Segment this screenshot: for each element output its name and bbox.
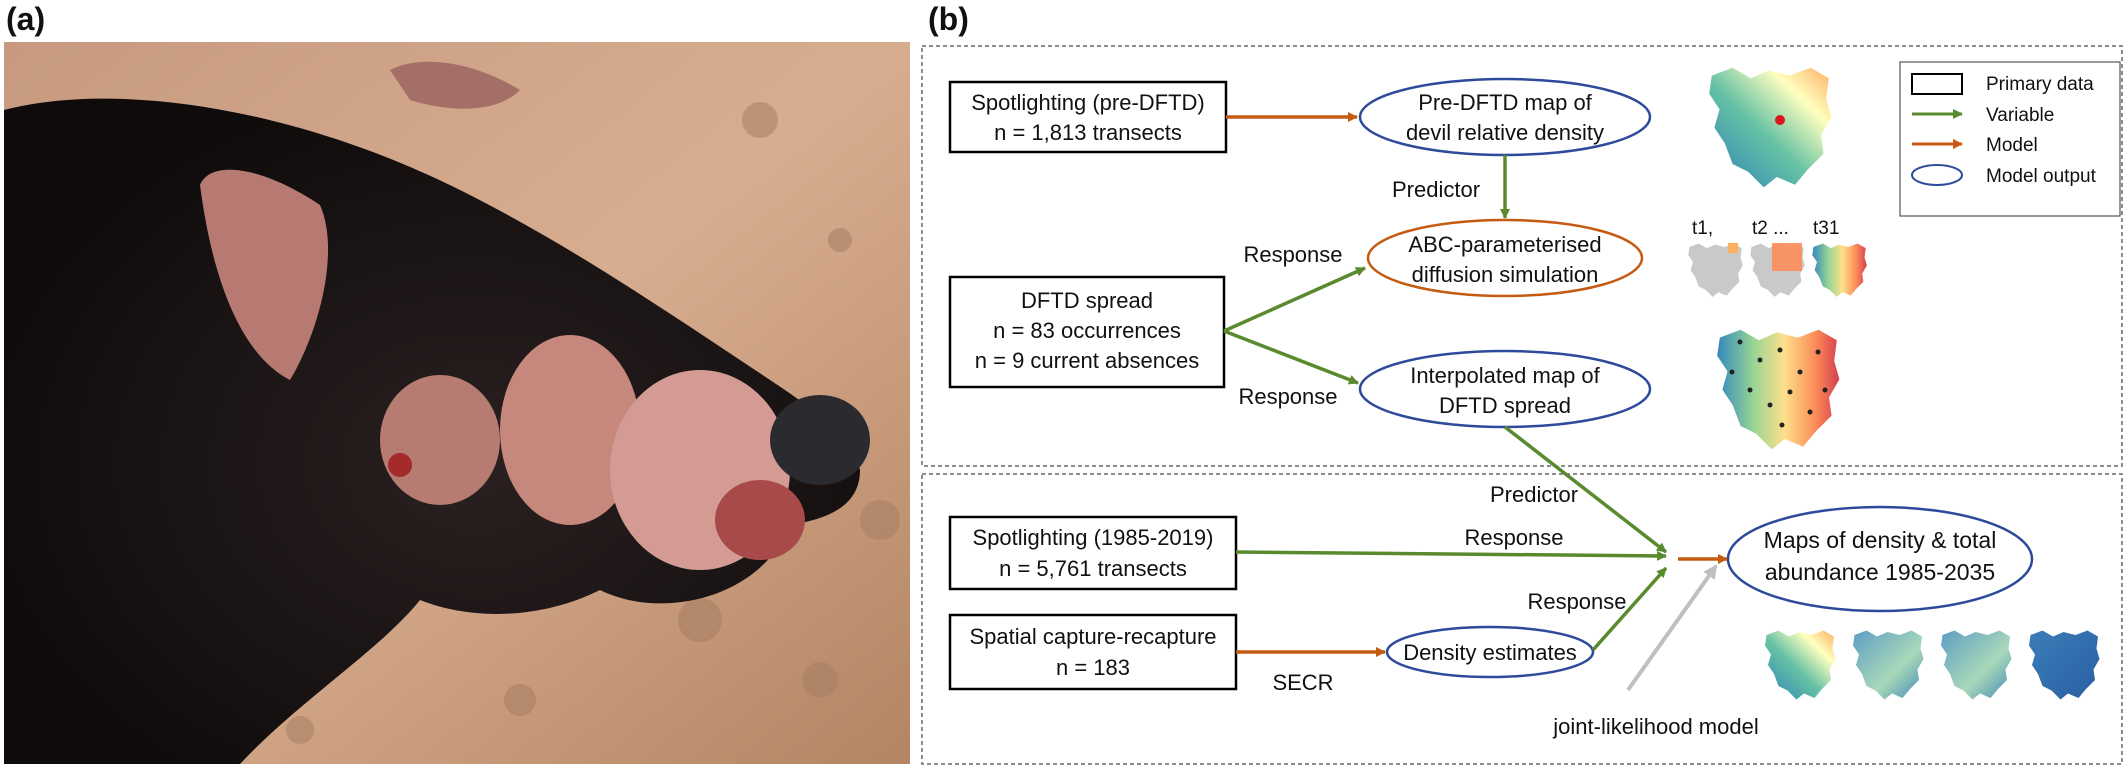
map-abundance-2 bbox=[1853, 630, 1924, 700]
arrow-joint-likelihood bbox=[1626, 564, 1718, 692]
arrow-spot85-to-joint bbox=[1235, 550, 1667, 561]
box-dftd-spread-line1: DFTD spread bbox=[1021, 288, 1153, 313]
legend-output-label: Model output bbox=[1986, 166, 2097, 187]
box-spotlighting-pre: Spotlighting (pre-DFTD) n = 1,813 transe… bbox=[948, 80, 1228, 154]
oval-abc-simulation-line1: ABC-parameterised bbox=[1408, 232, 1601, 257]
arrow-dftd-to-interp bbox=[1223, 329, 1359, 385]
upper-frame bbox=[921, 45, 2123, 467]
map-abundance-1 bbox=[1765, 630, 1836, 700]
label-t31: t31 bbox=[1813, 218, 1839, 239]
box-spatial-capture-line2: n = 183 bbox=[1056, 655, 1130, 680]
oval-predftd-map-line1: Pre-DFTD map of bbox=[1418, 90, 1592, 115]
legend-output-swatch bbox=[1911, 164, 1963, 186]
label-response-spot: Response bbox=[1464, 525, 1563, 550]
label-joint-likelihood: joint-likelihood model bbox=[1552, 714, 1758, 739]
box-dftd-spread: DFTD spread n = 83 occurrences n = 9 cur… bbox=[948, 275, 1226, 389]
map-simulation-t2 bbox=[1750, 243, 1805, 297]
oval-maps-output: Maps of density & total abundance 1985-2… bbox=[1726, 505, 2034, 613]
panel-a-label: (a) bbox=[6, 1, 45, 37]
label-t2: t2 ... bbox=[1752, 218, 1789, 239]
label-secr: SECR bbox=[1272, 670, 1333, 695]
box-spotlighting-1985-line2: n = 5,761 transects bbox=[999, 556, 1187, 581]
map-interpolated-spread bbox=[1717, 329, 1840, 450]
oval-interpolated-map-line2: DFTD spread bbox=[1439, 393, 1571, 418]
legend-primary-label: Primary data bbox=[1986, 74, 2094, 95]
label-response-abc: Response bbox=[1243, 242, 1342, 267]
oval-density-estimates: Density estimates bbox=[1385, 625, 1595, 679]
box-dftd-spread-line3: n = 9 current absences bbox=[975, 348, 1199, 373]
oval-maps-output-line1: Maps of density & total bbox=[1764, 527, 1997, 553]
map-simulation-t31 bbox=[1812, 243, 1867, 297]
map-predftd-density bbox=[1709, 67, 1832, 188]
lower-frame bbox=[921, 473, 2123, 765]
legend-variable-label: Variable bbox=[1986, 105, 2054, 126]
box-spotlighting-pre-line1: Spotlighting (pre-DFTD) bbox=[971, 90, 1205, 115]
map-abundance-3 bbox=[1941, 630, 2012, 700]
label-response-density: Response bbox=[1527, 589, 1626, 614]
oval-predftd-map: Pre-DFTD map of devil relative density bbox=[1358, 77, 1652, 157]
legend-primary-swatch bbox=[1911, 73, 1963, 95]
oval-interpolated-map-line1: Interpolated map of bbox=[1410, 363, 1600, 388]
panel-b-label: (b) bbox=[928, 1, 969, 37]
arrow-dftd-to-abc bbox=[1223, 266, 1366, 333]
oval-predftd-map-line2: devil relative density bbox=[1406, 120, 1604, 145]
box-dftd-spread-line2: n = 83 occurrences bbox=[993, 318, 1181, 343]
label-t1: t1, bbox=[1692, 218, 1713, 239]
oval-abc-simulation-line2: diffusion simulation bbox=[1412, 262, 1599, 287]
label-predictor-1: Predictor bbox=[1392, 177, 1480, 202]
map-simulation-t1 bbox=[1688, 243, 1743, 297]
oval-abc-simulation: ABC-parameterised diffusion simulation bbox=[1366, 218, 1644, 298]
legend-model-label: Model bbox=[1986, 135, 2038, 156]
arrow-interp-to-joint bbox=[1503, 425, 1668, 554]
label-predictor-2: Predictor bbox=[1490, 482, 1578, 507]
oval-maps-output-line2: abundance 1985-2035 bbox=[1765, 559, 1995, 585]
box-spatial-capture-line1: Spatial capture-recapture bbox=[969, 624, 1216, 649]
oval-density-estimates-line1: Density estimates bbox=[1403, 640, 1577, 665]
oval-interpolated-map: Interpolated map of DFTD spread bbox=[1358, 349, 1652, 429]
box-spotlighting-pre-line2: n = 1,813 transects bbox=[994, 120, 1182, 145]
legend: Primary data Variable Model Model output bbox=[1899, 61, 2121, 217]
label-response-interp: Response bbox=[1238, 384, 1337, 409]
arrow-density-to-joint bbox=[1591, 566, 1668, 652]
box-spotlighting-1985-line1: Spotlighting (1985-2019) bbox=[973, 525, 1214, 550]
box-spotlighting-1985: Spotlighting (1985-2019) n = 5,761 trans… bbox=[948, 515, 1238, 591]
map-abundance-4 bbox=[2029, 630, 2100, 700]
devil-photo bbox=[4, 42, 910, 764]
box-spatial-capture: Spatial capture-recapture n = 183 bbox=[948, 613, 1238, 691]
